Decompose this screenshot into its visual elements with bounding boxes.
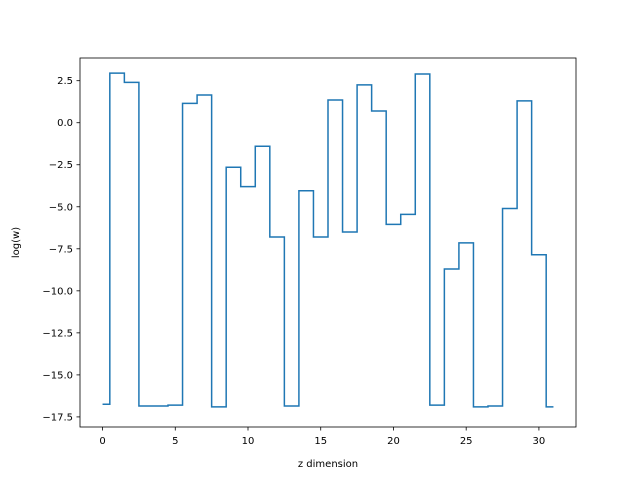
x-tick-label: 5	[172, 436, 178, 447]
series-layer	[102, 72, 554, 408]
x-axis-label: z dimension	[298, 459, 358, 470]
x-tick-label: 20	[387, 436, 400, 447]
y-tick-label: −5.0	[49, 202, 73, 213]
x-tick-label: 10	[242, 436, 255, 447]
y-axis-ticks: −17.5 −15.0 −12.5 −10.0 −7.5 −5.0 −2.5 0.0 2.5	[42, 76, 80, 423]
y-tick-label: −2.5	[49, 160, 73, 171]
y-tick-label: −10.0	[42, 286, 73, 297]
x-tick-label: 15	[314, 436, 327, 447]
x-tick-label: 0	[99, 436, 105, 447]
y-tick-label: 2.5	[57, 76, 73, 87]
y-tick-label: −17.5	[42, 412, 73, 423]
x-tick-label: 25	[460, 436, 473, 447]
y-tick-label: −7.5	[49, 244, 73, 255]
y-tick-label: −12.5	[42, 328, 73, 339]
x-axis-ticks: 0 5 10 15 20 25 30	[99, 427, 545, 447]
y-tick-label: −15.0	[42, 370, 73, 381]
x-tick-label: 30	[533, 436, 546, 447]
y-tick-label: 0.0	[57, 118, 73, 129]
y-axis-label: log(w)	[11, 227, 22, 258]
plot-frame	[79, 57, 577, 428]
series-line-0	[102, 72, 554, 408]
